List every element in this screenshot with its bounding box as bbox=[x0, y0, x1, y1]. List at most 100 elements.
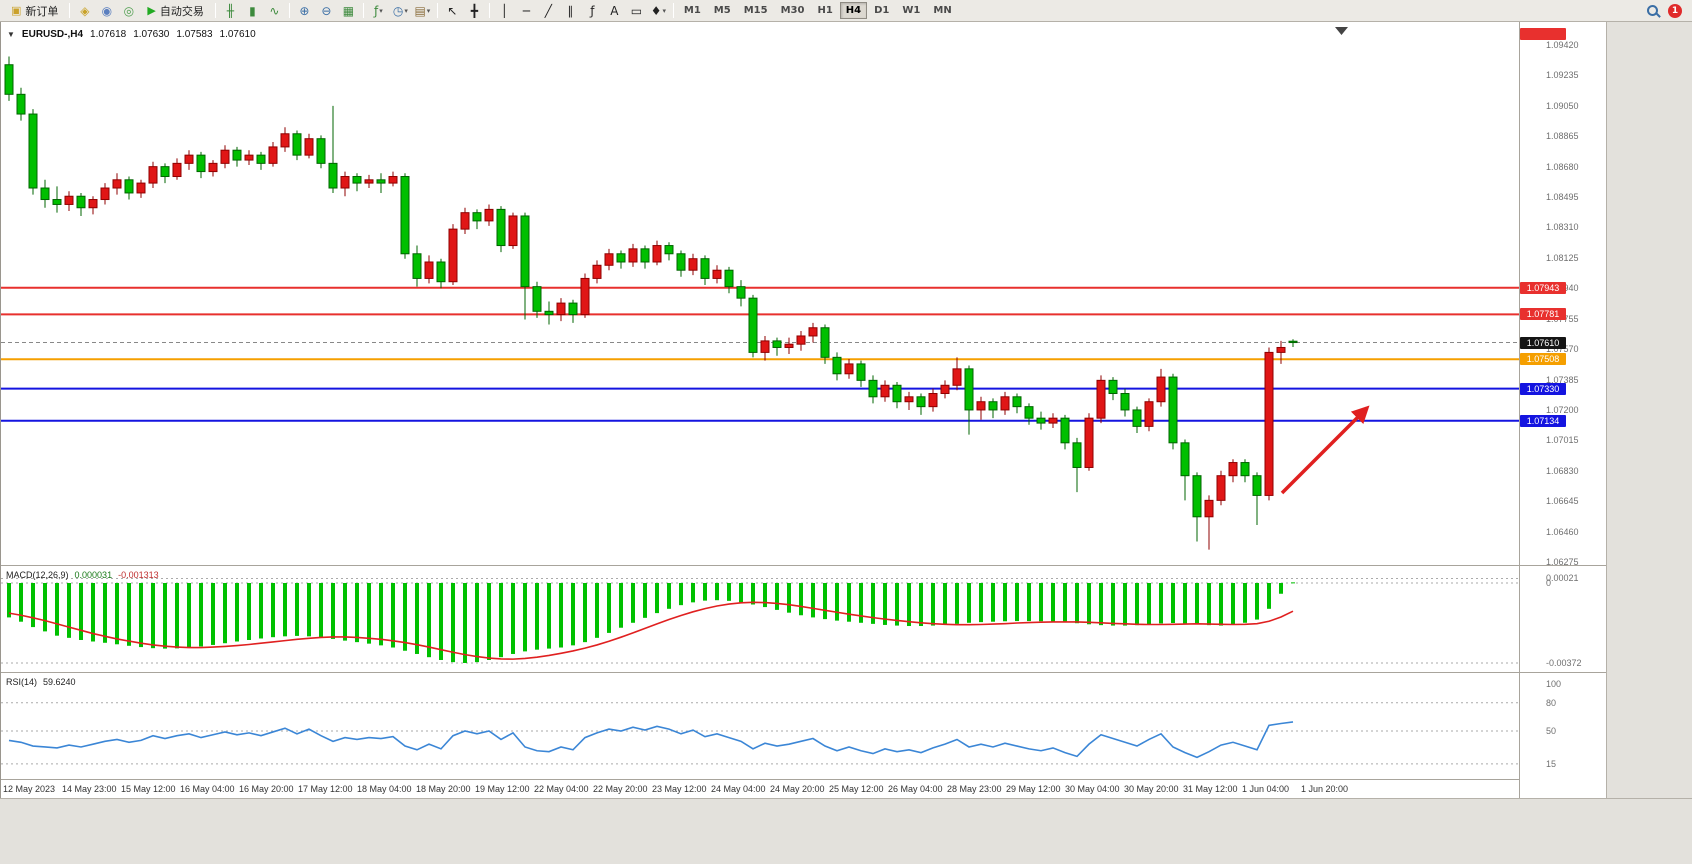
timeframe-m15[interactable]: M15 bbox=[743, 5, 768, 16]
horizontal-line-icon: ─ bbox=[522, 3, 530, 18]
price-scale-label: 1.07385 bbox=[1546, 374, 1579, 385]
chart-symbol-label: EURUSD-,H4 bbox=[21, 29, 84, 40]
search-button[interactable] bbox=[1642, 2, 1663, 20]
dropdown-caret-icon: ▾ bbox=[426, 6, 431, 15]
macd-main-value: 0.000031 bbox=[74, 570, 113, 580]
timeframe-m30[interactable]: M30 bbox=[780, 5, 805, 16]
time-axis[interactable]: 12 May 2023 14 May 23:00 15 May 12:00 16 Ma… bbox=[1, 779, 1519, 798]
macd-label: MACD(12,26,9) 0.000031 -0.001313 bbox=[6, 570, 159, 580]
toolbar-separator bbox=[488, 3, 490, 18]
trendline-icon[interactable]: ╱ bbox=[538, 2, 559, 20]
clipped-line-tag[interactable] bbox=[1520, 28, 1566, 40]
horizontal-line-icon[interactable]: ─ bbox=[516, 2, 537, 20]
zoom-out-icon[interactable]: ⊖ bbox=[316, 2, 337, 20]
chart-title: ▼ EURUSD-,H4 1.07618 1.07630 1.07583 1.0… bbox=[7, 29, 256, 40]
navigator-icon[interactable]: ◉ bbox=[96, 2, 117, 20]
rsi-scale-label: 100 bbox=[1546, 679, 1562, 689]
chart-shift-marker[interactable] bbox=[1335, 27, 1348, 35]
timeframe-mn[interactable]: MN bbox=[933, 5, 952, 16]
time-label: 22 May 04:00 bbox=[534, 784, 589, 794]
channel-icon[interactable]: ∥ bbox=[560, 2, 581, 20]
line-chart-icon[interactable]: ∿ bbox=[264, 2, 285, 20]
toolbar-separator bbox=[672, 3, 674, 18]
time-label: 24 May 20:00 bbox=[770, 784, 825, 794]
cursor-icon: ↖ bbox=[447, 3, 458, 18]
rsi-pane[interactable] bbox=[1, 674, 1519, 779]
timeframe-h4[interactable]: H4 bbox=[839, 2, 868, 19]
new-order-button[interactable]: ▣ 新订单 bbox=[4, 2, 65, 20]
timeframe-m1[interactable]: M1 bbox=[683, 5, 701, 16]
right-gutter bbox=[1606, 22, 1692, 798]
time-label: 25 May 12:00 bbox=[829, 784, 884, 794]
fibonacci-icon[interactable]: ƒ bbox=[582, 2, 603, 20]
arrows-dropdown[interactable]: ♦ ▾ bbox=[648, 2, 669, 20]
axis-border bbox=[1519, 22, 1520, 798]
market-watch-icon[interactable]: ◈ bbox=[74, 2, 95, 20]
pane-separator[interactable] bbox=[1, 672, 1606, 673]
toolbar: ▣ 新订单 ◈ ◉ ◎ ▶ 自动交易 ╫ ▮ ∿ ⊕ ⊖ ▦ ƒ ▾ ◷ ▾ ▤ ▾ ↖ ╋ │ ─ ╱ ∥ ƒ A ▭ ♦ ▾ M1 M5 M… bbox=[0, 0, 1692, 22]
macd-pane[interactable] bbox=[1, 567, 1519, 672]
toolbar-separator bbox=[362, 3, 364, 18]
ohlc-low: 1.07583 bbox=[176, 29, 213, 40]
timeframe-h1[interactable]: H1 bbox=[817, 5, 833, 16]
price-tag-pivot-line[interactable]: 1.07508 bbox=[1520, 353, 1566, 366]
rsi-scale-label: 50 bbox=[1546, 726, 1557, 736]
indicators-dropdown[interactable]: ƒ ▾ bbox=[368, 2, 389, 20]
new-order-button-label: 新订单 bbox=[25, 4, 59, 18]
ohlc-open: 1.07618 bbox=[90, 29, 127, 40]
timeframe-m5[interactable]: M5 bbox=[713, 5, 731, 16]
auto-trading-button-label: 自动交易 bbox=[159, 4, 204, 18]
price-scale-label: 1.08865 bbox=[1546, 131, 1579, 142]
candlestick-chart-icon: ▮ bbox=[249, 3, 256, 18]
time-label: 18 May 04:00 bbox=[357, 784, 412, 794]
price-scale-label: 1.08310 bbox=[1546, 222, 1579, 233]
price-axis[interactable]: 1.09420 1.09235 1.09050 1.08865 1.08680 1.084… bbox=[1520, 22, 1606, 798]
macd-scale-label: 0 bbox=[1546, 578, 1552, 588]
price-chart[interactable] bbox=[1, 22, 1519, 565]
timeframe-d1[interactable]: D1 bbox=[874, 5, 890, 16]
terminal-icon[interactable]: ◎ bbox=[118, 2, 139, 20]
bar-chart-icon[interactable]: ╫ bbox=[220, 2, 241, 20]
time-label: 29 May 12:00 bbox=[1006, 784, 1061, 794]
price-tag-resistance-line-1[interactable]: 1.07943 bbox=[1520, 281, 1566, 294]
zoom-in-icon[interactable]: ⊕ bbox=[294, 2, 315, 20]
price-tag-support-line-2[interactable]: 1.07134 bbox=[1520, 414, 1566, 427]
notification-badge[interactable]: 1 bbox=[1668, 3, 1682, 18]
fibonacci-icon: ƒ bbox=[590, 3, 595, 18]
time-label: 22 May 20:00 bbox=[593, 784, 648, 794]
time-label: 15 May 12:00 bbox=[121, 784, 176, 794]
trendline-icon: ╱ bbox=[544, 3, 552, 18]
templates-dropdown[interactable]: ▤ ▾ bbox=[412, 2, 433, 20]
cursor-icon[interactable]: ↖ bbox=[442, 2, 463, 20]
price-tag-resistance-line-2[interactable]: 1.07781 bbox=[1520, 308, 1566, 321]
crosshair-icon[interactable]: ╋ bbox=[464, 2, 485, 20]
ohlc-high: 1.07630 bbox=[133, 29, 170, 40]
trend-arrow-annotation[interactable] bbox=[1280, 405, 1370, 495]
window-marker-icon: ▼ bbox=[7, 30, 15, 39]
rsi-label: RSI(14) 59.6240 bbox=[6, 677, 76, 687]
channel-icon: ∥ bbox=[567, 3, 574, 18]
timeframe-w1[interactable]: W1 bbox=[902, 5, 921, 16]
vertical-line-icon[interactable]: │ bbox=[494, 2, 515, 20]
rsi-scale-label: 80 bbox=[1546, 697, 1557, 708]
dropdown-caret-icon: ▾ bbox=[662, 6, 667, 15]
auto-trading-button[interactable]: ▶ 自动交易 bbox=[140, 2, 210, 20]
toolbar-separator bbox=[436, 3, 438, 18]
macd-histogram bbox=[7, 582, 1295, 663]
time-label: 18 May 20:00 bbox=[416, 784, 471, 794]
rsi-name: RSI(14) bbox=[6, 677, 38, 687]
text-label-icon[interactable]: ▭ bbox=[626, 2, 647, 20]
text-icon[interactable]: A bbox=[604, 2, 625, 20]
pane-separator[interactable] bbox=[1, 565, 1606, 566]
periods-dropdown[interactable]: ◷ ▾ bbox=[390, 2, 411, 20]
templates-dropdown: ▤ bbox=[414, 3, 426, 18]
tile-windows-icon[interactable]: ▦ bbox=[338, 2, 359, 20]
bottom-strip bbox=[0, 798, 1692, 864]
dropdown-caret-icon: ▾ bbox=[404, 6, 408, 15]
time-label: 26 May 04:00 bbox=[888, 784, 943, 794]
price-tag-support-line-1[interactable]: 1.07330 bbox=[1520, 382, 1566, 395]
toolbar-separator bbox=[288, 3, 290, 18]
time-label: 31 May 12:00 bbox=[1183, 784, 1238, 794]
candlestick-chart-icon[interactable]: ▮ bbox=[242, 2, 263, 20]
